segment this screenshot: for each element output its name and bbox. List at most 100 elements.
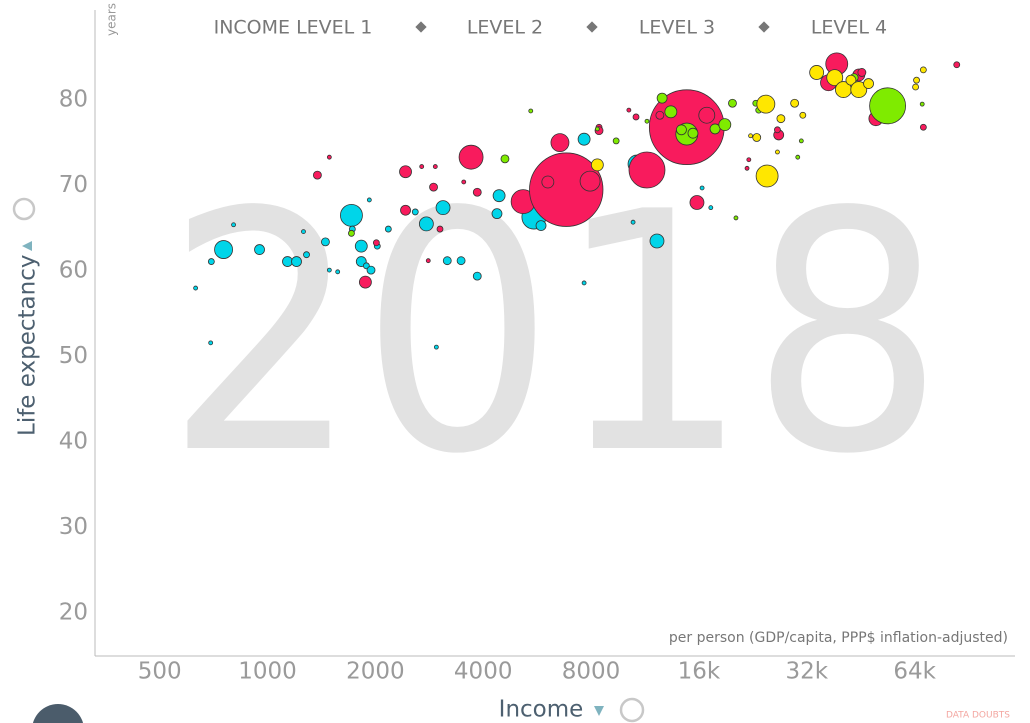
bubble [689,195,705,210]
x-axis-title[interactable]: Income [499,697,584,723]
bubble [384,225,392,233]
bubble [708,205,714,211]
bubble [291,256,302,267]
bubble [535,220,547,232]
bubble [755,164,779,188]
x-unit: per person (GDP/capita, PPP$ inflation-a… [669,630,1008,646]
bubble [358,275,372,289]
bubble [207,258,215,265]
bubble [529,152,604,227]
bubble [590,158,604,172]
y-axis-title[interactable]: Life expectancy [15,255,41,436]
x-tick-label: 4000 [454,659,513,685]
bubble [303,251,310,259]
bubble [709,123,721,135]
bubble [425,258,431,264]
y-tick-label: 60 [59,257,88,283]
bubble [254,244,265,255]
bubble [798,138,804,144]
legend-item[interactable]: LEVEL 2 [467,17,543,39]
legend-item[interactable]: INCOME LEVEL 1 [214,17,373,39]
bubble [436,225,444,233]
bubble [863,78,874,89]
bubble [472,271,482,281]
bubble [698,106,716,124]
bubble [649,233,665,249]
bubble [372,239,380,247]
y-tick-label: 80 [59,86,88,112]
bubble [776,114,786,124]
bubble [919,123,927,131]
bubble [850,81,868,98]
bubble [528,108,534,114]
bubble [826,69,844,86]
x-tick-label: 500 [138,659,182,685]
bubble [433,344,439,350]
bubble [193,285,199,291]
legend-item[interactable]: LEVEL 3 [639,17,715,39]
bubble [919,101,925,107]
bubble [632,113,640,121]
x-tick-label: 32k [785,659,828,685]
bubble [756,94,776,114]
bubble [699,185,705,191]
bubble [214,240,233,259]
bubble [733,215,739,221]
bubble [748,133,753,139]
y-axis-dropdown[interactable] [22,241,32,251]
legend-separator [586,21,598,33]
x-tick-label: 16k [678,659,721,685]
bubble [752,133,762,142]
bubble [656,92,668,104]
bubble [411,208,419,216]
bubble [321,237,330,247]
bubble [282,256,293,267]
legend-separator [758,21,770,33]
bubble [366,265,376,275]
data-doubts-link[interactable]: DATA DOUBTS [946,711,1010,721]
bubble [676,124,687,136]
bubble [348,229,355,237]
y-help-icon[interactable] [12,197,36,221]
bubble [435,200,451,216]
x-tick-label: 64k [893,659,936,685]
legend-item[interactable]: LEVEL 4 [811,17,887,39]
bubble [594,126,600,132]
bubble [857,68,867,77]
bubble [301,229,306,235]
bubble [775,149,780,155]
x-axis-dropdown[interactable] [594,706,604,716]
bubble [774,126,781,134]
bubble [458,144,484,170]
bubble [612,137,620,145]
x-tick-label: 2000 [346,659,405,685]
bubble [419,164,425,169]
bubble [461,179,467,185]
bubble [953,61,961,69]
bubble [579,170,601,192]
bubble [628,151,666,189]
bubble [577,132,591,146]
bubble [432,164,438,169]
bubble [790,98,800,108]
bubble [581,280,587,286]
y-tick-label: 40 [59,429,88,455]
bubble [442,256,452,266]
bubble [456,256,466,266]
bubble [418,216,434,232]
bubble [795,154,801,160]
x-help-icon[interactable] [619,697,645,723]
bubble [400,204,411,216]
y-tick-label: 50 [59,343,88,369]
bubble [208,340,214,346]
play-button[interactable] [32,704,84,723]
bubble [231,222,236,228]
legend-separator [415,21,427,33]
bubble [687,127,699,139]
bubble [845,74,857,86]
bubble [718,118,732,132]
x-tick-label: 1000 [238,659,297,685]
bubble [340,203,363,227]
bubble [919,66,927,74]
y-tick-label: 20 [59,600,88,626]
